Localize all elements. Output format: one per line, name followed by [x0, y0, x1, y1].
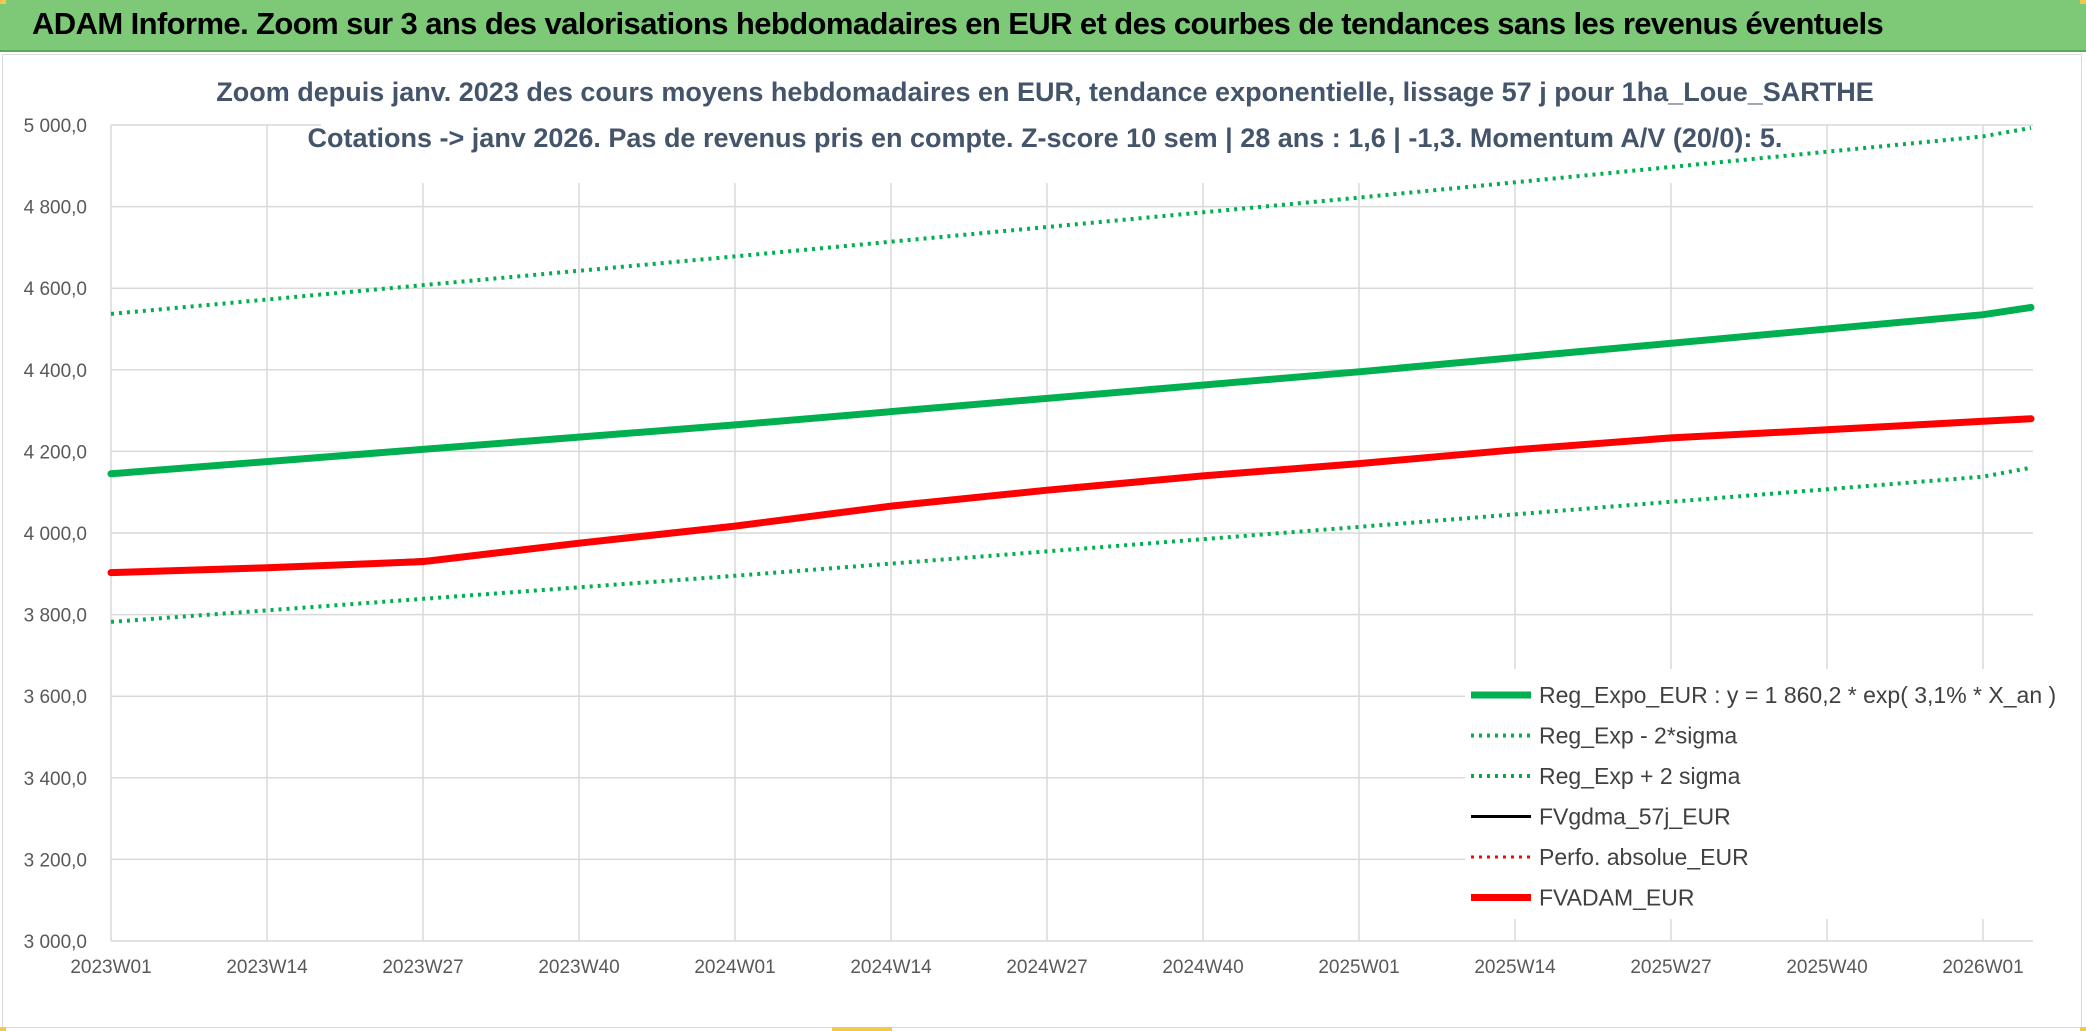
y-axis-ticks: 3 000,0 3 200,0 3 400,0 3 600,0 3 800,0 4 000…	[24, 116, 87, 953]
series-line-6	[107, 415, 2035, 577]
corner-mark	[0, 1027, 6, 1031]
title-background	[321, 63, 1761, 183]
series-line-2	[110, 465, 2032, 624]
bottom-mark	[832, 1027, 892, 1031]
x-tick-label: 2025W27	[1630, 957, 1711, 978]
legend-label: FVgdma_57j_EUR	[1539, 804, 1731, 830]
y-tick-label: 3 400,0	[24, 769, 87, 790]
chart-title: Zoom depuis janv. 2023 des cours moyens …	[216, 77, 1874, 107]
y-tick-label: 4 200,0	[24, 442, 87, 463]
x-tick-label: 2023W40	[538, 957, 619, 978]
corner-mark	[2080, 1027, 2086, 1031]
x-tick-label: 2023W27	[382, 957, 463, 978]
y-tick-label: 3 000,0	[24, 932, 87, 953]
report-banner: ADAM Informe. Zoom sur 3 ans des valoris…	[0, 0, 2086, 52]
y-tick-label: 4 600,0	[24, 279, 87, 300]
x-tick-label: 2024W40	[1162, 957, 1243, 978]
x-tick-label: 2025W01	[1318, 957, 1399, 978]
corner-mark	[2080, 0, 2086, 4]
chart-frame: 3 000,0 3 200,0 3 400,0 3 600,0 3 800,0 4 000…	[2, 54, 2082, 1028]
x-tick-label: 2023W14	[226, 957, 308, 978]
y-tick-label: 3 600,0	[24, 687, 87, 708]
x-tick-label: 2024W01	[694, 957, 775, 978]
y-tick-label: 5 000,0	[24, 116, 87, 137]
x-tick-label: 2023W01	[70, 957, 151, 978]
legend-label: Perfo. absolue_EUR	[1539, 844, 1749, 870]
legend-label: Reg_Exp - 2*sigma	[1539, 723, 1737, 749]
series-line-1	[107, 303, 2035, 478]
series-layer	[107, 125, 2035, 624]
corner-mark	[0, 0, 6, 4]
y-tick-label: 4 000,0	[24, 524, 87, 545]
y-tick-label: 3 800,0	[24, 606, 87, 627]
y-tick-label: 4 800,0	[24, 198, 87, 219]
x-axis-ticks: 2023W01 2023W14 2023W27 2023W40 2024W01 2024W…	[70, 957, 2023, 978]
legend-label: Reg_Expo_EUR : y = 1 860,2 * exp( 3,1% *…	[1539, 682, 2056, 708]
y-tick-label: 4 400,0	[24, 361, 87, 382]
x-tick-label: 2024W14	[850, 957, 932, 978]
legend-label: FVADAM_EUR	[1539, 885, 1695, 911]
x-tick-label: 2024W27	[1006, 957, 1087, 978]
x-tick-label: 2025W40	[1786, 957, 1867, 978]
chart-subtitle: Cotations -> janv 2026. Pas de revenus p…	[308, 123, 1783, 153]
legend-label: Reg_Exp + 2 sigma	[1539, 763, 1741, 789]
x-tick-label: 2025W14	[1474, 957, 1556, 978]
legend-background	[1465, 669, 2033, 919]
series-line-3	[110, 125, 2032, 316]
x-tick-label: 2026W01	[1942, 957, 2023, 978]
legend: Reg_Expo_EUR : y = 1 860,2 * exp( 3,1% *…	[1465, 669, 2056, 919]
line-chart: 3 000,0 3 200,0 3 400,0 3 600,0 3 800,0 4 000…	[24, 63, 2056, 978]
report-title: ADAM Informe. Zoom sur 3 ans des valoris…	[32, 6, 1884, 41]
y-tick-label: 3 200,0	[24, 850, 87, 871]
